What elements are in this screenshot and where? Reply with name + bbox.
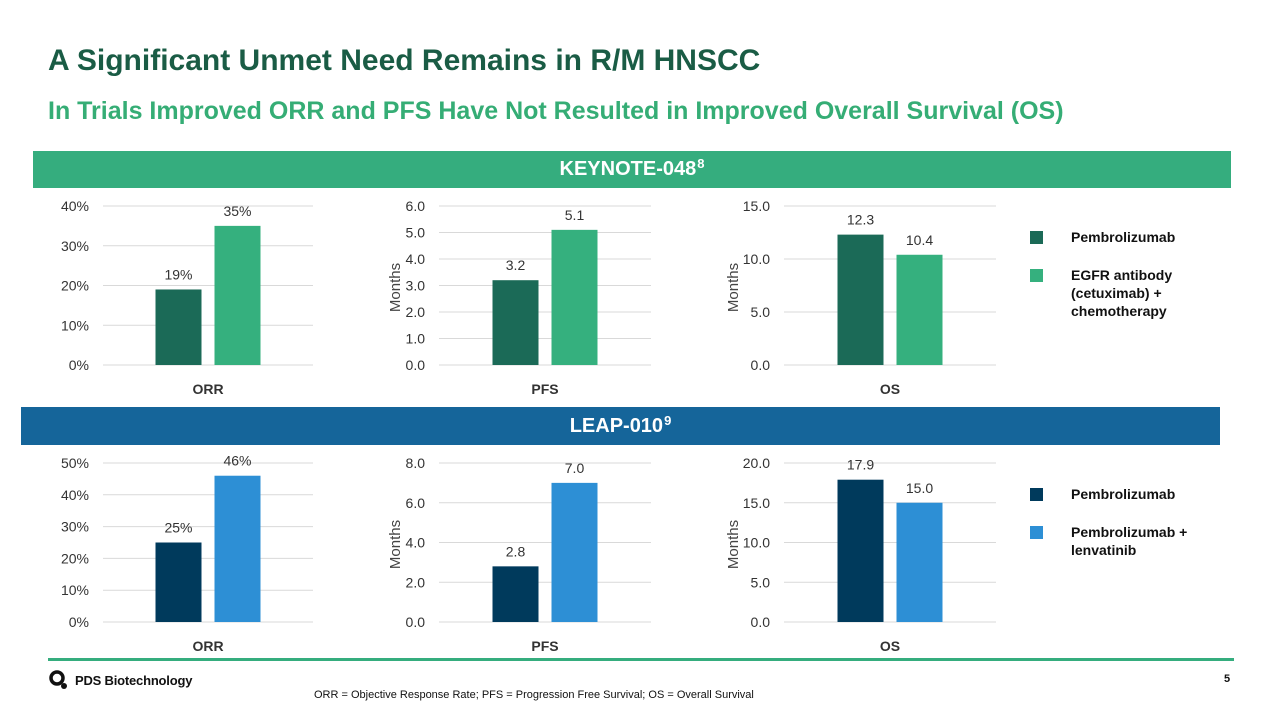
data-label: 17.9 <box>847 457 874 473</box>
y-tick-label: 0.0 <box>751 357 771 373</box>
y-tick-label: 6.0 <box>406 198 426 214</box>
slide-title: A Significant Unmet Need Remains in R/M … <box>48 44 761 77</box>
legend-swatch <box>1030 526 1043 539</box>
bar <box>492 566 539 622</box>
data-label: 12.3 <box>847 212 874 228</box>
y-tick-label: 2.0 <box>406 574 426 590</box>
pds-logo-icon <box>49 670 67 689</box>
bar <box>214 475 261 622</box>
data-label: 35% <box>223 203 251 219</box>
y-axis-label: Months <box>387 520 404 569</box>
keynote-048-banner: KEYNOTE-048 8 <box>33 151 1231 188</box>
y-tick-label: 30% <box>61 238 89 254</box>
y-tick-label: 10.0 <box>743 251 770 267</box>
bar <box>155 289 202 365</box>
y-tick-label: 15.0 <box>743 495 770 511</box>
bar <box>214 225 261 365</box>
y-tick-label: 0.0 <box>406 357 426 373</box>
legend-label: Pembrolizumab + lenvatinib <box>1071 524 1188 558</box>
y-tick-label: 2.0 <box>406 304 426 320</box>
data-label: 10.4 <box>906 232 933 248</box>
category-label: ORR <box>192 381 223 397</box>
bar <box>896 502 943 622</box>
y-tick-label: 15.0 <box>743 198 770 214</box>
data-label: 3.2 <box>506 257 526 273</box>
y-tick-label: 30% <box>61 519 89 535</box>
y-tick-label: 4.0 <box>406 535 426 551</box>
y-tick-label: 40% <box>61 198 89 214</box>
y-tick-label: 0.0 <box>406 614 426 630</box>
page-number: 5 <box>1224 673 1231 685</box>
slide-subtitle: In Trials Improved ORR and PFS Have Not … <box>48 97 1064 125</box>
y-axis-label: Months <box>387 263 404 312</box>
y-tick-label: 6.0 <box>406 495 426 511</box>
category-label: OS <box>880 638 900 654</box>
y-tick-label: 10.0 <box>743 535 770 551</box>
y-tick-label: 0.0 <box>751 614 771 630</box>
bar <box>551 229 598 365</box>
data-label: 2.8 <box>506 543 526 559</box>
bar <box>896 254 943 365</box>
legend-label: Pembrolizumab <box>1071 486 1176 502</box>
bar <box>492 280 539 365</box>
y-tick-label: 20.0 <box>743 455 770 471</box>
legend-label: Pembrolizumab <box>1071 229 1176 245</box>
y-tick-label: 50% <box>61 455 89 471</box>
y-tick-label: 10% <box>61 582 89 598</box>
y-tick-label: 20% <box>61 550 89 566</box>
data-label: 46% <box>223 453 251 469</box>
bar <box>837 479 884 622</box>
category-label: ORR <box>192 638 223 654</box>
abbreviations-footnote: ORR = Objective Response Rate; PFS = Pro… <box>314 689 754 701</box>
data-label: 19% <box>164 266 192 282</box>
keynote-048-label: KEYNOTE-048 <box>559 158 697 180</box>
y-tick-label: 5.0 <box>406 225 426 241</box>
y-axis-label: Months <box>725 520 742 569</box>
y-tick-label: 0% <box>69 614 89 630</box>
y-tick-label: 20% <box>61 278 89 294</box>
y-tick-label: 5.0 <box>751 304 771 320</box>
footer-divider <box>48 658 1234 661</box>
company-logo: PDS Biotechnology <box>49 670 192 690</box>
leap-010-banner: LEAP-010 9 <box>21 407 1220 445</box>
bar <box>551 482 598 622</box>
y-axis-label: Months <box>725 263 742 312</box>
y-tick-label: 40% <box>61 487 89 503</box>
legend-swatch <box>1030 488 1043 501</box>
y-tick-label: 4.0 <box>406 251 426 267</box>
category-label: OS <box>880 381 900 397</box>
y-tick-label: 5.0 <box>751 574 771 590</box>
legend-label: EGFR antibody (cetuximab) + chemotherapy <box>1071 267 1173 319</box>
data-label: 5.1 <box>565 207 585 223</box>
bar <box>155 542 202 622</box>
data-label: 7.0 <box>565 460 585 476</box>
leap-010-label: LEAP-010 <box>569 414 664 437</box>
y-tick-label: 8.0 <box>406 455 426 471</box>
keynote-048-reference: 8 <box>697 156 705 171</box>
y-tick-label: 10% <box>61 317 89 333</box>
y-tick-label: 3.0 <box>406 278 426 294</box>
leap-010-reference: 9 <box>664 412 672 428</box>
y-tick-label: 0% <box>69 357 89 373</box>
bar <box>837 234 884 365</box>
data-label: 15.0 <box>906 480 933 496</box>
logo-text: PDS Biotechnology <box>75 672 193 688</box>
data-label: 25% <box>164 520 192 536</box>
category-label: PFS <box>531 638 558 654</box>
y-tick-label: 1.0 <box>406 331 426 347</box>
category-label: PFS <box>531 381 558 397</box>
legend-swatch <box>1030 269 1043 282</box>
legend-swatch <box>1030 231 1043 244</box>
